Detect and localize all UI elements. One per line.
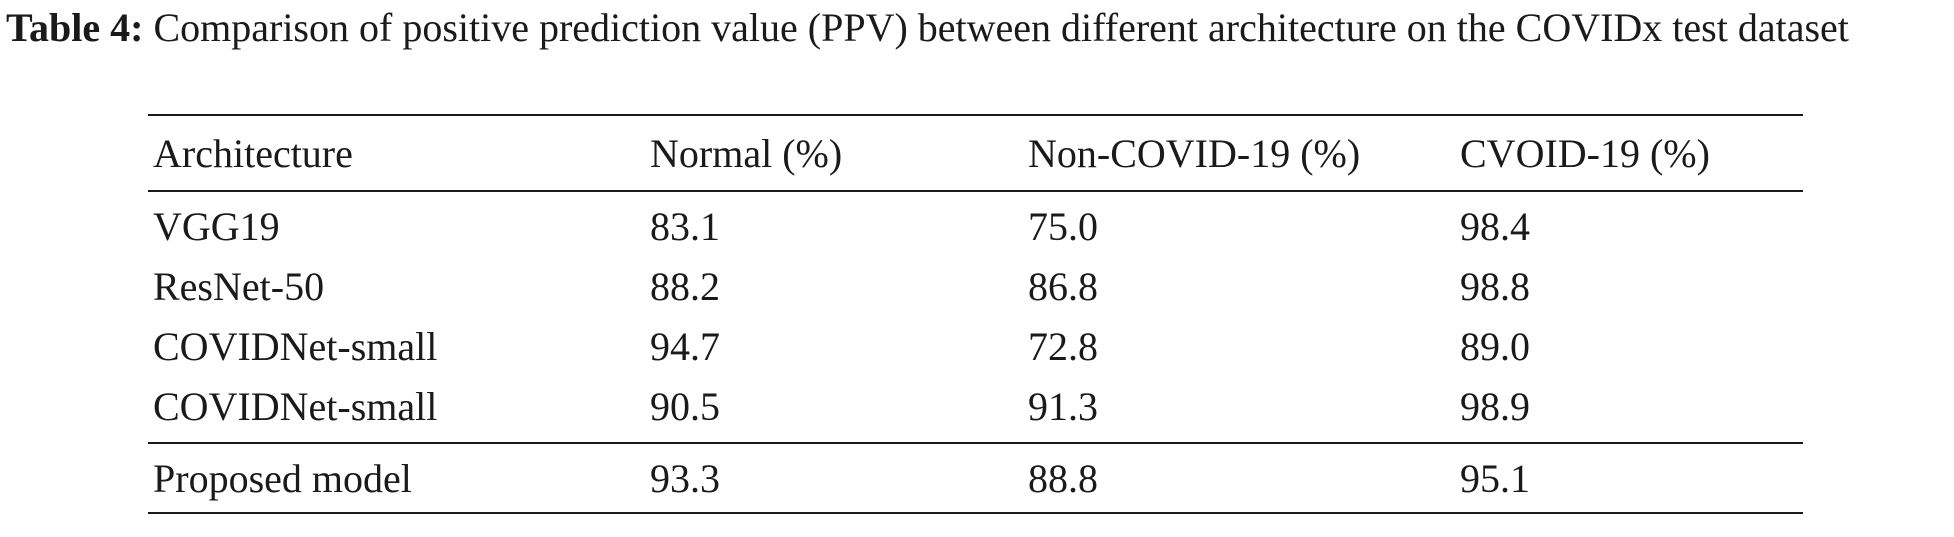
- cell-architecture: Proposed model: [148, 442, 645, 514]
- cell-normal: 94.7: [650, 323, 720, 369]
- table-caption-label: Table 4:: [6, 5, 144, 50]
- table-row: VGG19 83.1 75.0 98.4: [148, 191, 1803, 256]
- cell-covid: 98.9: [1460, 383, 1530, 429]
- cell-architecture: COVIDNet-small: [153, 323, 438, 369]
- cell-covid: 98.8: [1460, 263, 1530, 309]
- cell-covid: 98.4: [1460, 203, 1530, 249]
- cell-normal: 83.1: [650, 203, 720, 249]
- header-non-covid: Non-COVID-19 (%): [1023, 114, 1455, 192]
- header-covid: CVOID-19 (%): [1455, 114, 1803, 192]
- ppv-comparison-table: Architecture Normal (%) Non-COVID-19 (%)…: [148, 114, 1803, 514]
- header-normal: Normal (%): [645, 114, 1023, 192]
- cell-non-covid: 88.8: [1023, 442, 1455, 514]
- cell-normal: 93.3: [645, 442, 1023, 514]
- table-container: Architecture Normal (%) Non-COVID-19 (%)…: [148, 114, 1803, 514]
- table-header-row: Architecture Normal (%) Non-COVID-19 (%)…: [148, 114, 1803, 192]
- cell-architecture: VGG19: [153, 203, 280, 249]
- table-row: COVIDNet-small 90.5 91.3 98.9: [148, 376, 1803, 443]
- cell-non-covid: 91.3: [1028, 383, 1098, 429]
- cell-non-covid: 75.0: [1028, 203, 1098, 249]
- table-row: ResNet-50 88.2 86.8 98.8: [148, 256, 1803, 316]
- cell-architecture: ResNet-50: [153, 263, 325, 309]
- cell-covid: 89.0: [1460, 323, 1530, 369]
- cell-normal: 88.2: [650, 263, 720, 309]
- header-architecture: Architecture: [148, 114, 645, 192]
- cell-non-covid: 86.8: [1028, 263, 1098, 309]
- table-row-proposed: Proposed model 93.3 88.8 95.1: [148, 442, 1803, 514]
- cell-normal: 90.5: [650, 383, 720, 429]
- cell-covid: 95.1: [1455, 442, 1803, 514]
- cell-architecture: COVIDNet-small: [153, 383, 438, 429]
- table-row: COVIDNet-small 94.7 72.8 89.0: [148, 316, 1803, 376]
- cell-non-covid: 72.8: [1028, 323, 1098, 369]
- table-caption: Table 4: Comparison of positive predicti…: [6, 4, 1950, 52]
- table-caption-text: Comparison of positive prediction value …: [143, 5, 1849, 50]
